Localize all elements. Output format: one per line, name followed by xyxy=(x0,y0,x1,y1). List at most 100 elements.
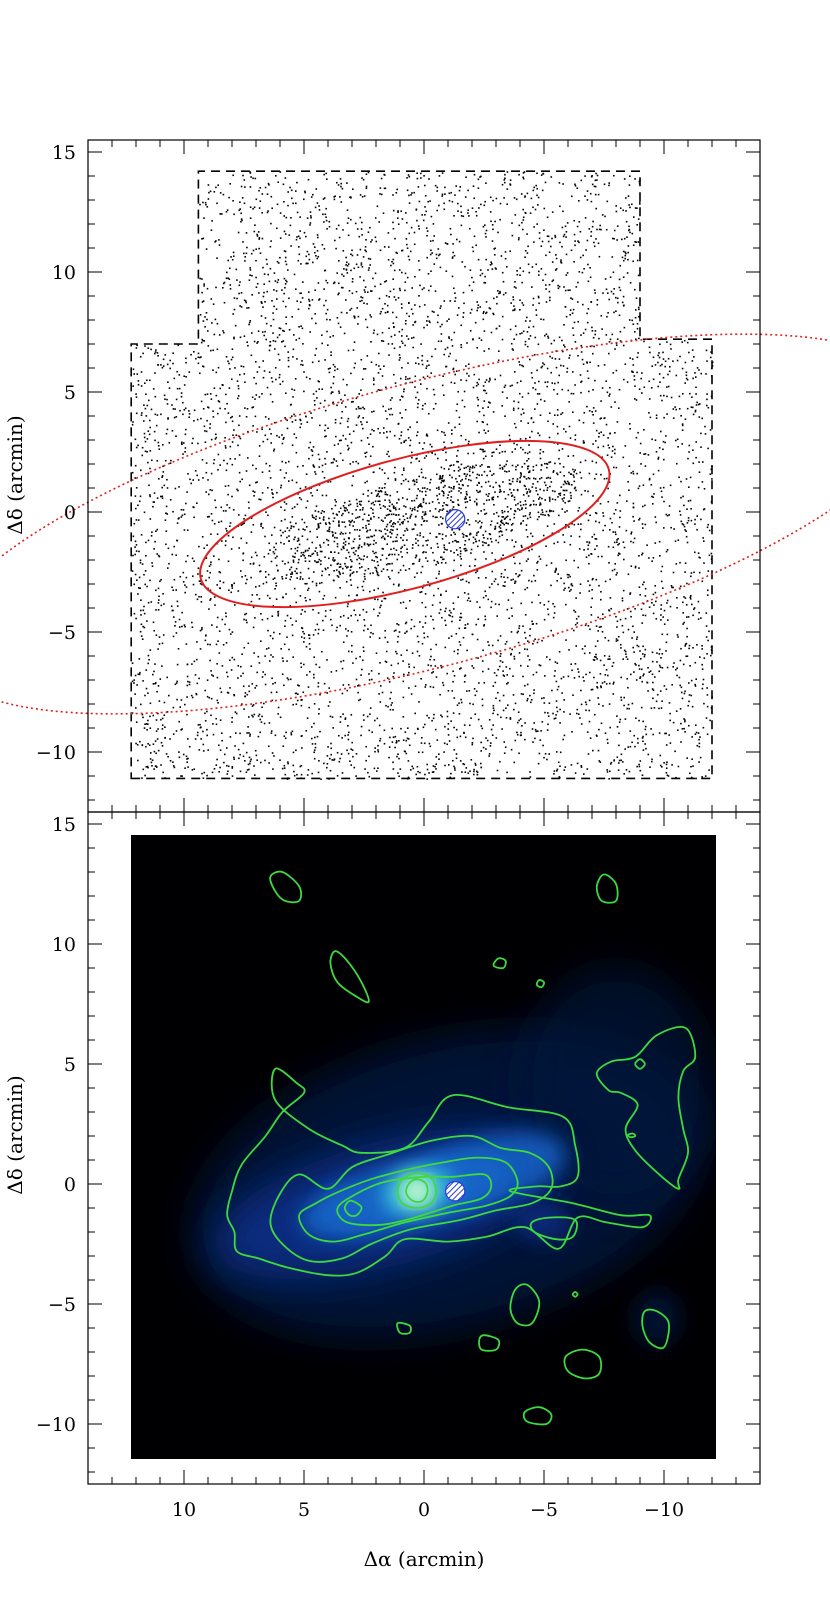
star-point xyxy=(427,581,429,583)
star-point xyxy=(437,546,439,548)
star-point xyxy=(566,272,569,274)
star-point xyxy=(701,580,704,583)
star-point xyxy=(614,401,616,403)
star-point xyxy=(441,616,443,619)
star-point xyxy=(406,529,409,531)
star-point xyxy=(421,408,424,410)
star-point xyxy=(533,477,535,480)
star-point xyxy=(450,499,452,502)
star-point xyxy=(315,322,317,325)
star-point xyxy=(526,648,529,651)
star-point xyxy=(248,507,250,509)
star-point xyxy=(323,288,325,290)
star-point xyxy=(353,766,356,769)
star-point xyxy=(207,587,209,590)
star-point xyxy=(394,746,396,749)
star-point xyxy=(317,628,320,631)
star-point xyxy=(377,490,380,493)
star-point xyxy=(482,746,485,749)
star-point xyxy=(269,393,272,396)
star-point xyxy=(631,370,633,373)
star-point xyxy=(638,337,640,340)
star-point xyxy=(562,738,564,741)
star-point xyxy=(397,553,400,556)
star-point xyxy=(166,398,168,401)
star-point xyxy=(611,256,614,258)
star-point xyxy=(609,393,611,395)
star-point xyxy=(221,384,224,386)
star-point xyxy=(463,405,466,408)
star-point xyxy=(496,713,499,716)
star-point xyxy=(167,381,169,383)
star-point xyxy=(455,539,457,542)
star-point xyxy=(242,685,245,688)
star-point xyxy=(295,190,297,192)
star-point xyxy=(685,530,687,532)
star-point xyxy=(287,356,290,359)
star-point xyxy=(206,570,209,572)
star-point xyxy=(453,531,455,534)
star-point xyxy=(524,738,526,741)
star-point xyxy=(311,317,313,320)
star-point xyxy=(171,586,173,589)
star-point xyxy=(600,473,602,476)
star-point xyxy=(526,491,529,493)
star-point xyxy=(450,442,453,444)
star-point xyxy=(370,507,372,509)
star-point xyxy=(238,547,240,549)
star-point xyxy=(324,409,327,412)
star-point xyxy=(502,554,504,556)
star-point xyxy=(467,189,469,192)
star-point xyxy=(625,220,628,223)
star-point xyxy=(395,742,398,744)
star-point xyxy=(278,327,281,329)
star-point xyxy=(574,434,577,436)
star-point xyxy=(378,637,381,639)
star-point xyxy=(338,566,341,568)
star-point xyxy=(355,753,358,755)
star-point xyxy=(300,704,303,707)
star-point xyxy=(150,601,153,603)
star-point xyxy=(576,708,579,711)
star-point xyxy=(444,242,447,244)
star-point xyxy=(389,290,392,293)
star-point xyxy=(393,471,396,474)
star-point xyxy=(167,417,169,419)
star-point xyxy=(477,577,480,579)
star-point xyxy=(562,235,565,238)
star-point xyxy=(538,237,541,240)
star-point xyxy=(239,305,241,307)
star-point xyxy=(428,772,430,774)
star-point xyxy=(506,188,509,190)
star-point xyxy=(214,499,216,502)
star-point xyxy=(694,733,697,735)
star-point xyxy=(667,373,669,376)
star-point xyxy=(659,381,661,383)
star-point xyxy=(299,237,301,240)
star-point xyxy=(404,622,407,625)
star-point xyxy=(580,391,582,394)
star-point xyxy=(271,534,273,536)
star-point xyxy=(290,527,292,530)
star-point xyxy=(495,674,498,677)
star-point xyxy=(183,442,185,444)
star-point xyxy=(543,489,545,492)
star-point xyxy=(403,544,406,547)
star-point xyxy=(559,765,561,767)
star-point xyxy=(580,523,582,525)
star-point xyxy=(529,335,532,337)
star-point xyxy=(302,528,304,530)
star-point xyxy=(600,417,602,419)
star-point xyxy=(234,324,237,327)
star-point xyxy=(468,440,470,443)
star-point xyxy=(453,382,456,384)
star-point xyxy=(267,514,269,517)
star-point xyxy=(528,477,531,480)
star-point xyxy=(698,556,700,559)
star-point xyxy=(299,571,302,574)
star-point xyxy=(366,556,368,558)
star-point xyxy=(565,236,567,238)
star-point xyxy=(426,324,428,326)
star-point xyxy=(476,770,478,773)
star-point xyxy=(265,511,267,513)
